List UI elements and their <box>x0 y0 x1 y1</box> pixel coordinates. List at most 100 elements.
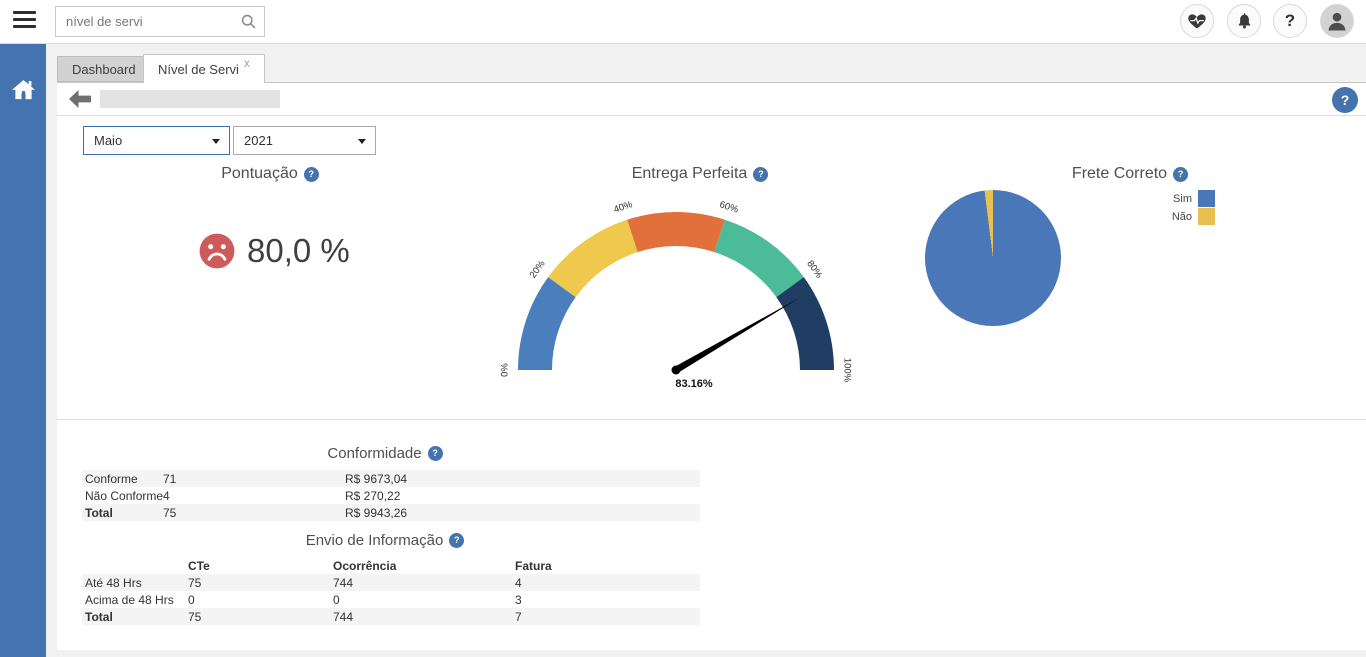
table-cell: R$ 9943,26 <box>345 505 408 520</box>
conformidade-title: Conformidade ? <box>70 444 700 462</box>
legend-swatch <box>1198 208 1215 225</box>
table-row: Até 48 Hrs 75 744 4 <box>82 574 700 591</box>
legend-item: Não <box>1130 208 1215 225</box>
table-cell: 4 <box>515 575 522 590</box>
table-header-row: CTe Ocorrência Fatura <box>82 557 700 574</box>
table-cell: 3 <box>515 592 522 607</box>
table-row: Não Conforme 4 R$ 270,22 <box>82 487 700 504</box>
conformidade-table: Conforme 71 R$ 9673,04 Não Conforme 4 R$ 270,… <box>82 470 700 521</box>
top-bar: ? <box>0 0 1366 44</box>
table-header-cell: Ocorrência <box>333 558 397 573</box>
hamburger-menu-icon[interactable] <box>13 11 37 33</box>
user-avatar-icon <box>1325 9 1349 33</box>
main-content-panel <box>57 82 1366 650</box>
table-cell: 744 <box>333 575 354 590</box>
table-header-cell: CTe <box>188 558 210 573</box>
tab-nivel-de-servico[interactable]: Nível de Servi X <box>143 54 265 83</box>
envio-informacao-table: CTe Ocorrência Fatura Até 48 Hrs 75 744 4 Acima… <box>82 557 700 625</box>
chart-title-text: Entrega Perfeita <box>631 165 748 182</box>
panel-divider <box>57 419 1366 420</box>
notifications-button[interactable] <box>1227 4 1261 38</box>
home-icon <box>10 76 37 103</box>
user-profile-button[interactable] <box>1320 4 1354 38</box>
gauge-value-label: 83.16% <box>675 378 713 390</box>
gauge-segment <box>518 277 576 370</box>
help-icon[interactable]: ? <box>449 532 465 548</box>
gauge-tick-label: 0% <box>500 363 511 377</box>
pie-chart <box>925 190 1061 326</box>
legend-label: Não <box>1171 210 1192 223</box>
table-cell: 75 <box>163 505 177 520</box>
legend-label: Sim <box>1173 192 1192 205</box>
gauge-tick-label: 100% <box>841 358 852 383</box>
help-icon[interactable]: ? <box>427 445 443 461</box>
score-indicator: 80,0 % <box>198 232 350 270</box>
toolbar-divider <box>57 115 1366 116</box>
search-box <box>55 6 265 37</box>
pontuacao-title: Pontuação ? <box>160 164 380 184</box>
gauge-tick-label: 20% <box>528 258 548 280</box>
gauge-needle-hub <box>671 365 681 375</box>
table-cell: 0 <box>333 592 340 607</box>
month-select[interactable]: Maio <box>83 126 230 155</box>
search-input[interactable] <box>55 6 265 37</box>
table-cell: Total <box>85 609 113 624</box>
legend-item: Sim <box>1130 190 1215 207</box>
table-cell: Não Conforme <box>85 488 164 503</box>
chart-title-text: Pontuação <box>221 165 298 182</box>
month-select-value: Maio <box>94 133 123 148</box>
back-arrow-button[interactable] <box>68 89 92 109</box>
entrega-perfeita-title: Entrega Perfeita ? <box>550 164 850 184</box>
gauge-segment <box>714 219 804 298</box>
gauge-tick-label: 60% <box>718 199 740 216</box>
chevron-down-icon <box>358 139 366 144</box>
tab-label: Dashboard <box>72 61 136 77</box>
bell-icon <box>1235 12 1254 31</box>
table-cell: 7 <box>515 609 522 624</box>
table-row: Total 75 R$ 9943,26 <box>82 504 700 521</box>
gauge-segment <box>776 277 834 370</box>
help-button[interactable]: ? <box>1273 4 1307 38</box>
table-cell: R$ 270,22 <box>345 488 401 503</box>
legend-swatch <box>1198 190 1215 207</box>
help-icon[interactable]: ? <box>753 166 769 182</box>
sidebar-item-home[interactable] <box>0 66 46 112</box>
table-row: Conforme 71 R$ 9673,04 <box>82 470 700 487</box>
chart-title-text: Frete Correto <box>1071 165 1168 182</box>
table-cell: Até 48 Hrs <box>85 575 142 590</box>
tab-label: Nível de Servi <box>158 61 239 77</box>
table-title-text: Envio de Informação <box>305 531 444 549</box>
help-icon[interactable]: ? <box>303 166 319 182</box>
year-select-value: 2021 <box>244 133 273 148</box>
table-cell: 4 <box>163 488 170 503</box>
heart-pulse-icon <box>1187 11 1207 31</box>
year-select[interactable]: 2021 <box>233 126 376 155</box>
gauge-chart: 0% 20% 40% 60% 80% 100% 83.16% <box>496 192 856 397</box>
help-icon[interactable]: ? <box>1173 166 1189 182</box>
sidebar <box>0 44 46 657</box>
table-cell: 0 <box>188 592 195 607</box>
gauge-tick-label: 80% <box>804 259 824 281</box>
chevron-down-icon <box>212 139 220 144</box>
gauge-tick-label: 40% <box>612 199 634 216</box>
table-cell: Acima de 48 Hrs <box>85 592 174 607</box>
tab-close-icon[interactable]: X <box>243 59 250 69</box>
page-help-button[interactable]: ? <box>1332 87 1358 113</box>
table-cell: Total <box>85 505 113 520</box>
table-cell: 75 <box>188 575 202 590</box>
health-button[interactable] <box>1180 4 1214 38</box>
search-icon[interactable] <box>240 13 257 30</box>
tab-dashboard[interactable]: Dashboard <box>57 56 151 82</box>
redacted-title-placeholder <box>100 90 280 108</box>
table-row: Acima de 48 Hrs 0 0 3 <box>82 591 700 608</box>
question-mark-icon: ? <box>1284 11 1296 30</box>
gauge-needle <box>674 297 801 374</box>
table-row: Total 75 744 7 <box>82 608 700 625</box>
table-cell: 744 <box>333 609 354 624</box>
envio-informacao-title: Envio de Informação ? <box>70 531 700 549</box>
table-cell: Conforme <box>85 471 138 486</box>
frete-correto-title: Frete Correto ? <box>1020 164 1240 184</box>
sad-face-icon <box>198 232 236 270</box>
table-cell: R$ 9673,04 <box>345 471 408 486</box>
gauge-segment <box>627 212 725 253</box>
